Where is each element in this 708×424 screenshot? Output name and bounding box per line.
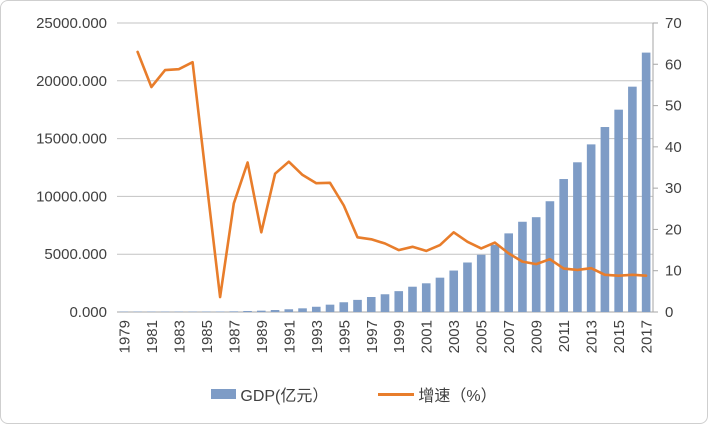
gdp-bar bbox=[614, 109, 623, 312]
gdp-bar bbox=[380, 294, 390, 312]
gdp-bar bbox=[641, 52, 651, 313]
x-axis-label: 1981 bbox=[144, 320, 161, 353]
gdp-bar bbox=[366, 297, 376, 312]
gdp-bar bbox=[435, 277, 445, 312]
y-axis-label-left: 5000.000 bbox=[44, 246, 107, 263]
gdp-bar bbox=[339, 302, 349, 312]
gdp-bar bbox=[449, 270, 459, 312]
y-axis-label-right: 0 bbox=[665, 304, 673, 321]
x-axis-label: 2001 bbox=[419, 320, 436, 353]
y-axis-label-right: 30 bbox=[665, 180, 682, 197]
x-axis-label: 1989 bbox=[254, 320, 271, 353]
growth-line-swatch-icon bbox=[378, 392, 415, 396]
x-axis-label: 1979 bbox=[116, 320, 133, 353]
y-axis-label-left: 15000.000 bbox=[36, 131, 107, 148]
gdp-bar bbox=[573, 162, 582, 312]
x-axis-label: 1993 bbox=[309, 320, 326, 353]
y-axis-label-left: 25000.000 bbox=[36, 15, 107, 32]
gdp-bar bbox=[421, 283, 431, 312]
y-axis-label-right: 60 bbox=[665, 56, 682, 73]
gdp-bar bbox=[353, 299, 362, 312]
legend-label-growth: 增速（%） bbox=[418, 388, 497, 405]
gdp-bar bbox=[257, 310, 266, 312]
y-axis-label-right: 20 bbox=[665, 221, 682, 238]
gdp-bar bbox=[270, 310, 280, 312]
gdp-bar bbox=[476, 254, 486, 312]
x-axis-label: 1987 bbox=[226, 320, 243, 353]
x-axis-label: 1995 bbox=[336, 320, 353, 353]
x-axis-label: 2017 bbox=[639, 320, 656, 353]
x-axis-label: 2003 bbox=[446, 320, 463, 353]
x-axis-label: 1991 bbox=[281, 320, 298, 353]
gdp-bar bbox=[311, 306, 321, 312]
gdp-bar bbox=[559, 179, 568, 312]
gdp-bar bbox=[229, 311, 239, 312]
x-axis-label: 2015 bbox=[611, 320, 628, 353]
gdp-bar bbox=[408, 286, 417, 312]
gdp-bar bbox=[490, 244, 500, 312]
gdp-bar bbox=[284, 309, 294, 312]
gdp-bar bbox=[600, 127, 610, 312]
gdp-bar bbox=[394, 291, 404, 312]
y-axis-label-right: 50 bbox=[665, 98, 682, 115]
y-axis-label-left: 0.000 bbox=[69, 304, 107, 321]
gdp-bar bbox=[518, 221, 527, 312]
gdp-bar bbox=[325, 304, 335, 312]
x-axis-label: 1997 bbox=[364, 320, 381, 353]
x-axis-label: 2013 bbox=[584, 320, 601, 353]
legend-item-growth: 增速（%） bbox=[378, 382, 497, 406]
legend-item-gdp: GDP(亿元） bbox=[211, 382, 328, 406]
x-axis-label: 2005 bbox=[474, 320, 491, 353]
gdp-bar-swatch-icon bbox=[211, 389, 237, 399]
y-axis-label-right: 70 bbox=[665, 15, 682, 32]
y-axis-label-left: 20000.000 bbox=[36, 73, 107, 90]
x-axis-label: 1999 bbox=[391, 320, 408, 353]
chart-legend: GDP(亿元） 增速（%） bbox=[1, 382, 707, 406]
x-axis-label: 1985 bbox=[199, 320, 216, 353]
growth-line bbox=[136, 50, 648, 299]
gdp-bar bbox=[628, 86, 637, 312]
gdp-bar bbox=[586, 144, 596, 312]
legend-label-gdp: GDP(亿元） bbox=[240, 388, 329, 405]
y-axis-label-right: 10 bbox=[665, 263, 682, 280]
x-axis-label: 2011 bbox=[556, 320, 573, 352]
x-axis-label: 1983 bbox=[171, 320, 188, 353]
y-axis-label-right: 40 bbox=[665, 139, 682, 156]
y-axis-label-left: 10000.000 bbox=[36, 188, 107, 205]
gdp-bar bbox=[545, 201, 555, 312]
gdp-bar bbox=[243, 310, 252, 312]
gdp-bar bbox=[298, 308, 307, 312]
gdp-bar bbox=[463, 262, 472, 312]
x-axis-label: 2007 bbox=[501, 320, 518, 353]
x-axis-label: 2009 bbox=[529, 320, 546, 353]
gdp-bar bbox=[504, 233, 513, 312]
